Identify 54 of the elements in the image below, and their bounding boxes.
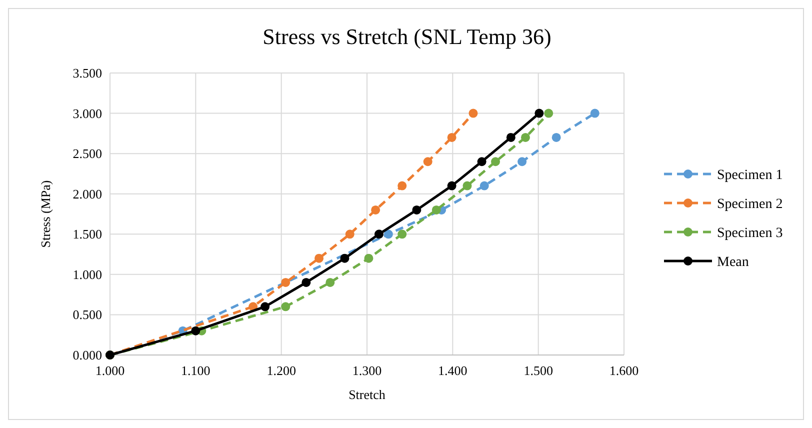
y-tick-label: 0.500 (72, 307, 102, 322)
point (480, 181, 489, 190)
y-tick-label: 1.000 (72, 266, 102, 282)
point (281, 278, 290, 287)
point (520, 132, 530, 142)
point (398, 230, 407, 239)
point (340, 254, 350, 263)
point (552, 132, 561, 142)
point (384, 230, 393, 239)
point (326, 278, 335, 287)
point (534, 108, 544, 118)
y-tick-label: 2.000 (72, 186, 102, 202)
point (374, 230, 384, 239)
legend-label: Specimen 1 (717, 168, 783, 183)
point (477, 157, 486, 166)
point (506, 132, 516, 142)
point (491, 157, 500, 166)
x-tick-label: 1.500 (524, 363, 553, 378)
x-tick-label: 1.600 (609, 363, 639, 378)
point (423, 157, 432, 166)
point (432, 205, 441, 214)
x-tick-label: 1.300 (352, 363, 382, 378)
point (314, 254, 324, 263)
point (302, 278, 311, 287)
point (412, 205, 422, 214)
point (364, 254, 374, 263)
point (544, 108, 554, 118)
point (462, 181, 472, 190)
y-tick-label: 3.000 (72, 106, 102, 121)
point (468, 108, 478, 118)
x-tick-label: 1.400 (438, 363, 468, 378)
y-tick-label: 2.500 (72, 146, 102, 162)
x-tick-label: 1.200 (266, 363, 296, 378)
point (281, 302, 290, 312)
y-tick-label: 3.500 (72, 66, 102, 80)
x-tick-label: 1.000 (95, 363, 125, 378)
legend-label: Mean (717, 255, 749, 270)
y-axis-title: Stress (MPa) (38, 180, 53, 248)
y-tick-label: 0.000 (72, 348, 102, 362)
legend-label: Specimen 2 (717, 197, 783, 212)
chart-title: Stress vs Stretch (SNL Temp 36) (262, 24, 552, 49)
point (345, 230, 354, 239)
y-tick-label: 1.500 (72, 226, 102, 242)
point (590, 108, 600, 118)
point (371, 205, 380, 214)
x-axis-title: Stretch (348, 387, 386, 402)
point (260, 302, 270, 312)
point (447, 181, 456, 190)
point (398, 181, 407, 190)
point (191, 326, 200, 336)
x-tick-label: 1.100 (181, 363, 210, 378)
point (518, 157, 527, 166)
point (447, 132, 456, 142)
legend-label: Specimen 3 (717, 226, 783, 241)
